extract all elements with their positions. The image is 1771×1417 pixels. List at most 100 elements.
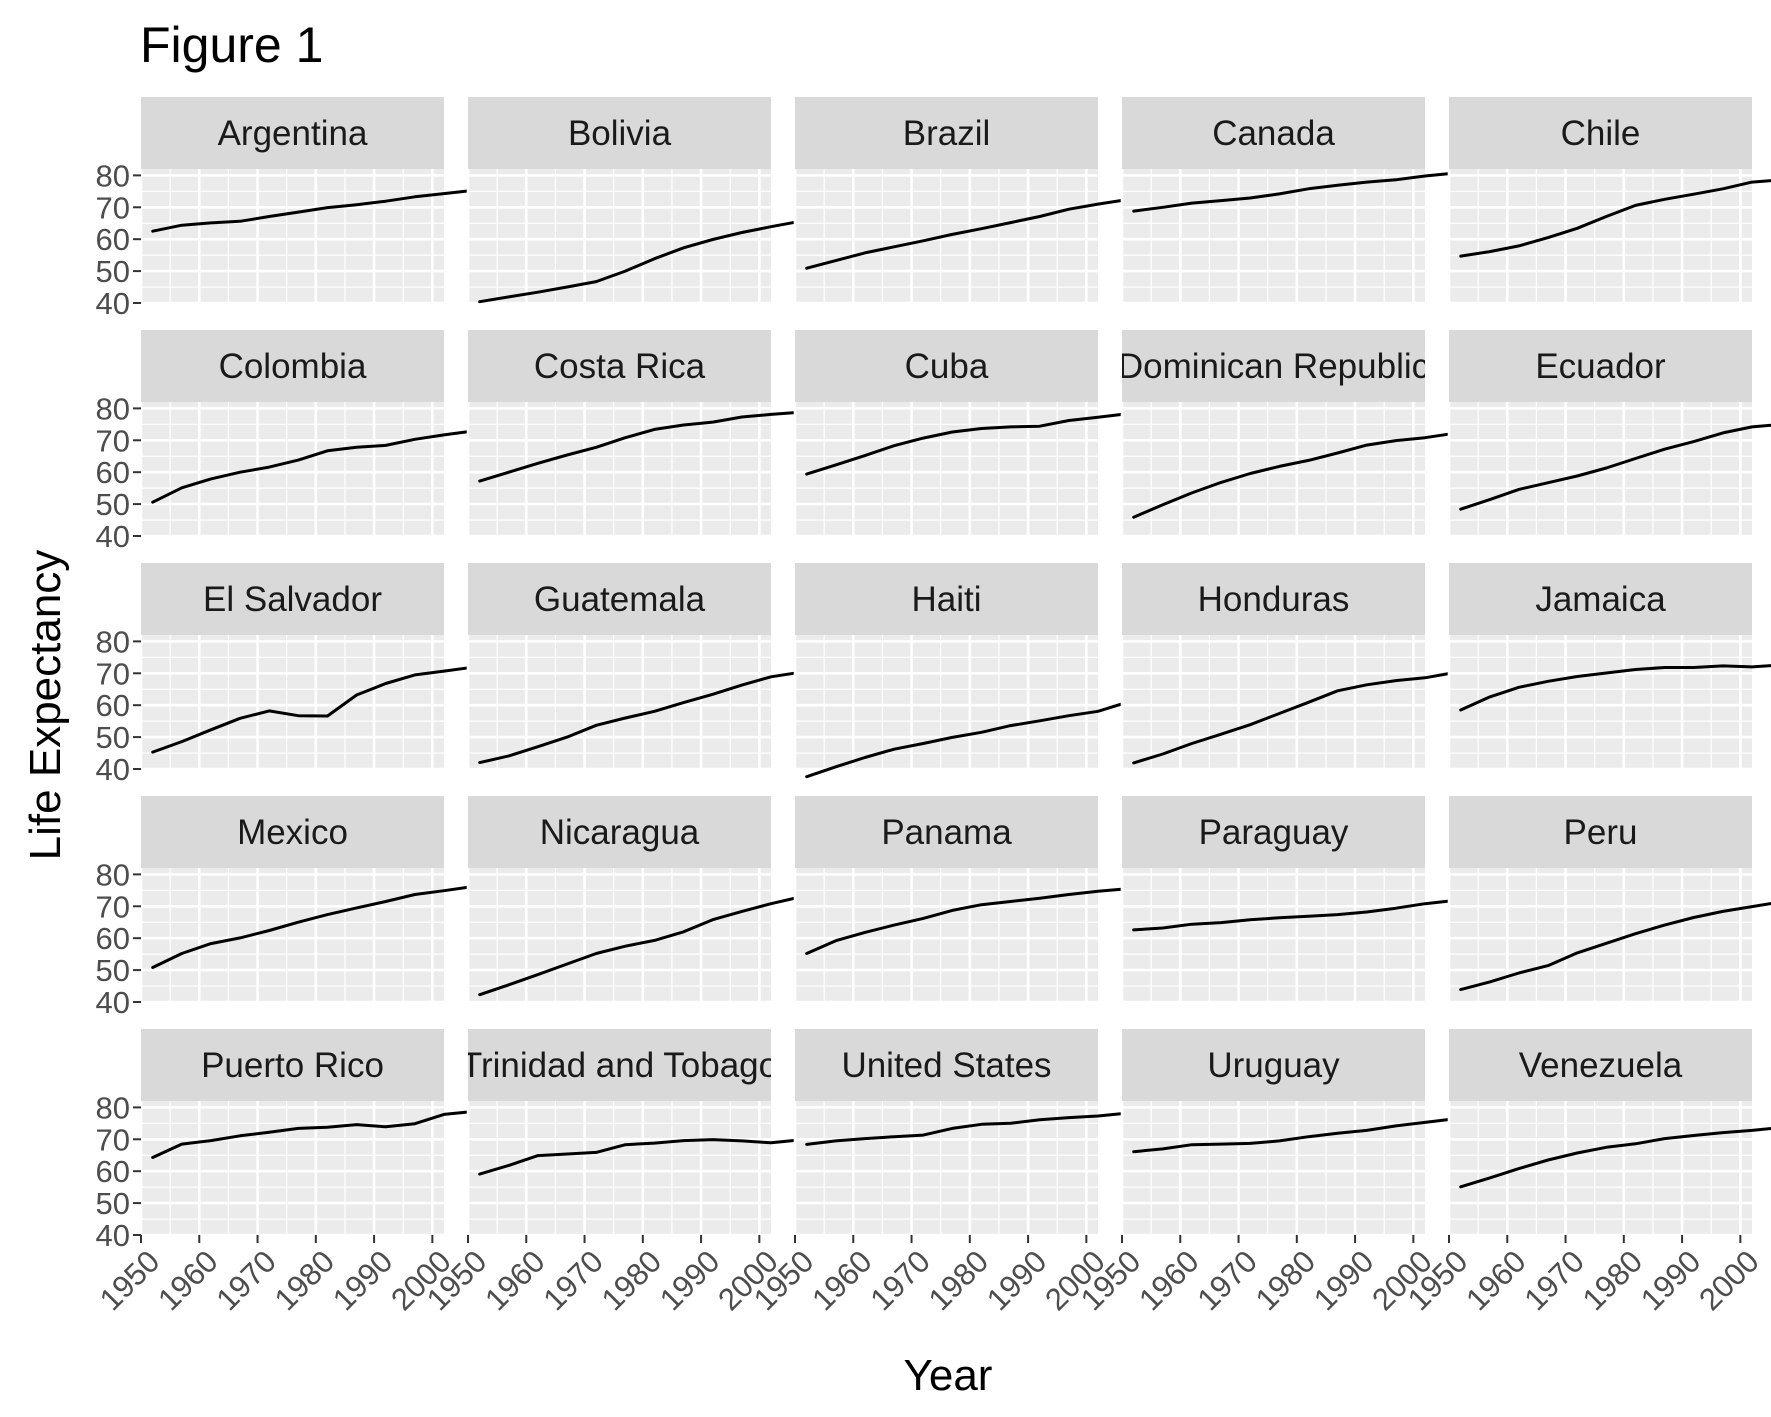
y-axis-title: Life Expectancy (21, 550, 70, 861)
x-tick-label: 1990 (326, 1244, 400, 1318)
x-tick-label: 1970 (536, 1244, 610, 1318)
y-tick-label: 40 (96, 519, 130, 554)
facet-panel: Peru (1447, 796, 1771, 1004)
series-line (805, 198, 1129, 270)
series-line (151, 885, 475, 969)
x-tick-label: 1980 (922, 1244, 996, 1318)
series-line (1132, 171, 1456, 213)
panel-background (141, 635, 444, 769)
x-tick-label: 1960 (1132, 1244, 1206, 1318)
y-tick-label: 70 (96, 423, 130, 458)
facet-strip-label: Dominican Republic (1118, 347, 1429, 386)
facet-strip-label: Nicaragua (540, 813, 700, 852)
panel-background (468, 635, 771, 769)
y-tick-label: 70 (96, 656, 130, 691)
facet-panel: Trinidad and Tobago195019601970198019902… (420, 1029, 802, 1318)
x-tick-label: 1990 (980, 1244, 1054, 1318)
x-tick-label: 1980 (595, 1244, 669, 1318)
y-tick-label: 80 (96, 1090, 130, 1125)
y-tick-label: 80 (96, 624, 130, 659)
facet-strip (795, 1029, 1098, 1101)
facet-panel: Nicaragua (466, 796, 802, 1004)
facet-strip (1122, 1029, 1425, 1101)
panel-background (1122, 635, 1425, 769)
series-line (1459, 1126, 1771, 1189)
facet-strip (468, 796, 771, 868)
x-axis-title: Year (904, 1351, 993, 1400)
facet-panel: Chile (1447, 97, 1771, 305)
y-tick-label: 50 (96, 1186, 130, 1221)
y-tick-label: 40 (96, 752, 130, 787)
series-line (1132, 431, 1456, 519)
x-tick-label: 1960 (805, 1244, 879, 1318)
facet-strip (468, 330, 771, 402)
panel-background (141, 868, 444, 1002)
facet-strip (1449, 796, 1752, 868)
x-tick-label: 1970 (209, 1244, 283, 1318)
facet-strip (468, 1029, 771, 1101)
panel-background (1122, 868, 1425, 1002)
y-tick-label: 70 (96, 190, 130, 225)
facet-panel: Bolivia (466, 97, 802, 305)
facet-strip-label: Uruguay (1207, 1046, 1340, 1085)
facet-panel: Costa Rica (466, 330, 802, 538)
series-line (151, 1110, 475, 1159)
facet-strip (795, 330, 1098, 402)
series-line (1132, 1117, 1456, 1154)
facet-strip (141, 1029, 444, 1101)
x-tick-label: 2000 (1692, 1244, 1766, 1318)
facet-strip (1449, 1029, 1752, 1101)
x-tick-label: 1960 (1459, 1244, 1533, 1318)
panel-background (795, 1101, 1098, 1235)
panel-background (795, 635, 1098, 769)
facet-panel: Jamaica (1447, 563, 1771, 771)
y-tick-label: 60 (96, 455, 130, 490)
series-line (1132, 899, 1456, 932)
facet-strip-label: Brazil (903, 114, 991, 153)
facet-strip (1122, 563, 1425, 635)
y-tick-label: 60 (96, 688, 130, 723)
facet-strip-label: United States (841, 1046, 1051, 1085)
facet-strip-label: Mexico (237, 813, 348, 852)
facet-strip-label: Canada (1212, 114, 1335, 153)
panel-background (141, 169, 444, 303)
panel-background (1449, 169, 1752, 303)
x-tick-label: 1980 (1576, 1244, 1650, 1318)
series-line (151, 665, 475, 754)
facet-strip (1122, 97, 1425, 169)
y-tick-label: 50 (96, 487, 130, 522)
panel-background (1449, 1101, 1752, 1235)
facet-strip (1449, 330, 1752, 402)
facet-panel: Dominican Republic (1118, 330, 1456, 538)
facet-strip-label: Costa Rica (534, 347, 706, 386)
facet-panel: Canada (1120, 97, 1456, 305)
facet-panel: Ecuador (1447, 330, 1771, 538)
panel-background (1122, 169, 1425, 303)
facet-strip-label: Peru (1564, 813, 1638, 852)
facet-strip-label: Trinidad and Tobago (461, 1046, 778, 1085)
y-tick-label: 50 (96, 720, 130, 755)
panel-background (468, 1101, 771, 1235)
y-tick-label: 60 (96, 1154, 130, 1189)
facet-strip (141, 563, 444, 635)
facet-strip (1122, 330, 1425, 402)
facet-panel: Haiti (793, 563, 1129, 779)
facet-strip (1449, 563, 1752, 635)
facet-strip (468, 563, 771, 635)
facet-strip-label: Cuba (905, 347, 989, 386)
facet-strip-label: Colombia (219, 347, 367, 386)
facet-strip-label: Paraguay (1199, 813, 1349, 852)
series-line (151, 429, 475, 504)
panel-background (1122, 1101, 1425, 1235)
y-tick-label: 40 (96, 1218, 130, 1253)
facet-strip (795, 97, 1098, 169)
x-tick-label: 1950 (93, 1244, 167, 1318)
facet-panel: Cuba (793, 330, 1129, 538)
